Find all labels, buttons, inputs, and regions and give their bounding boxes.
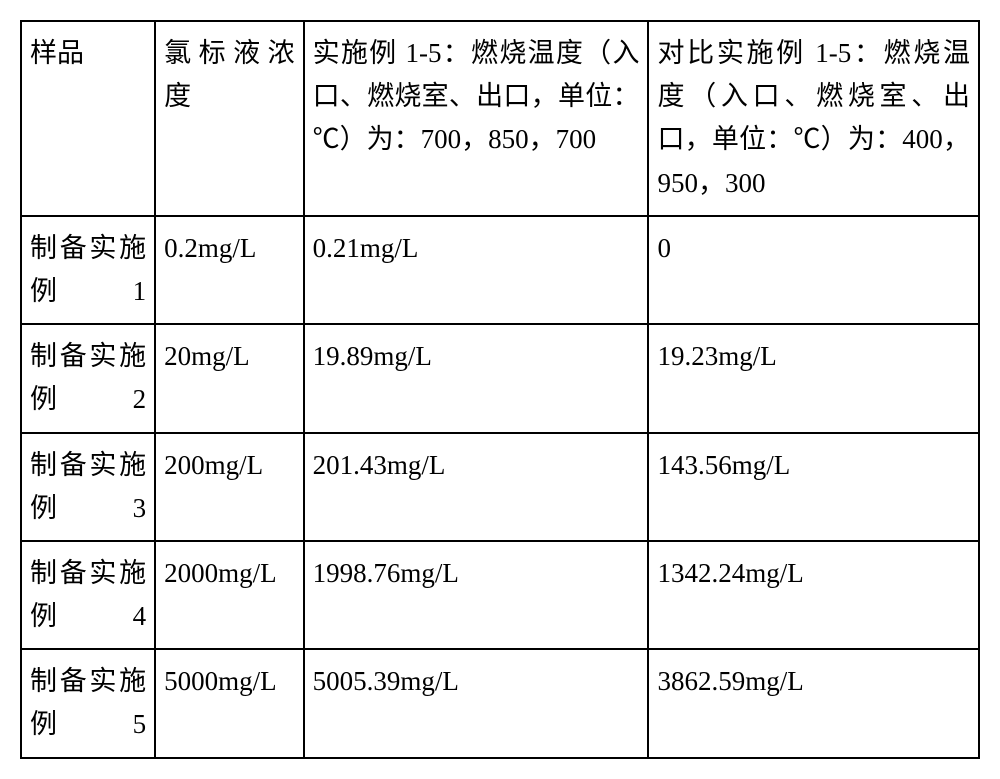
cell-result2: 19.23mg/L: [648, 324, 979, 432]
cell-concentration: 2000mg/L: [155, 541, 303, 649]
cell-result2: 143.56mg/L: [648, 433, 979, 541]
cell-sample: 制备实施例 1: [21, 216, 155, 324]
cell-concentration: 200mg/L: [155, 433, 303, 541]
cell-sample: 制备实施例 4: [21, 541, 155, 649]
header-sample: 样品: [21, 21, 155, 216]
cell-sample: 制备实施例 5: [21, 649, 155, 757]
table-header-row: 样品 氯标液浓度 实施例 1-5：燃烧温度（入口、燃烧室、出口，单位：℃）为：7…: [21, 21, 979, 216]
header-result2: 对比实施例 1-5：燃烧温度（入口、燃烧室、出口，单位：℃）为：400，950，…: [648, 21, 979, 216]
cell-result1: 19.89mg/L: [304, 324, 649, 432]
cell-sample: 制备实施例 2: [21, 324, 155, 432]
cell-result1: 5005.39mg/L: [304, 649, 649, 757]
cell-result1: 201.43mg/L: [304, 433, 649, 541]
table-row: 制备实施例 2 20mg/L 19.89mg/L 19.23mg/L: [21, 324, 979, 432]
cell-concentration: 5000mg/L: [155, 649, 303, 757]
header-concentration: 氯标液浓度: [155, 21, 303, 216]
table-row: 制备实施例 3 200mg/L 201.43mg/L 143.56mg/L: [21, 433, 979, 541]
table-row: 制备实施例 4 2000mg/L 1998.76mg/L 1342.24mg/L: [21, 541, 979, 649]
table-row: 制备实施例 5 5000mg/L 5005.39mg/L 3862.59mg/L: [21, 649, 979, 757]
data-table: 样品 氯标液浓度 实施例 1-5：燃烧温度（入口、燃烧室、出口，单位：℃）为：7…: [20, 20, 980, 759]
cell-concentration: 20mg/L: [155, 324, 303, 432]
table-row: 制备实施例 1 0.2mg/L 0.21mg/L 0: [21, 216, 979, 324]
table-container: 样品 氯标液浓度 实施例 1-5：燃烧温度（入口、燃烧室、出口，单位：℃）为：7…: [20, 20, 980, 759]
cell-result1: 0.21mg/L: [304, 216, 649, 324]
cell-sample: 制备实施例 3: [21, 433, 155, 541]
cell-concentration: 0.2mg/L: [155, 216, 303, 324]
header-result1: 实施例 1-5：燃烧温度（入口、燃烧室、出口，单位：℃）为：700，850，70…: [304, 21, 649, 216]
cell-result2: 0: [648, 216, 979, 324]
cell-result2: 3862.59mg/L: [648, 649, 979, 757]
cell-result2: 1342.24mg/L: [648, 541, 979, 649]
cell-result1: 1998.76mg/L: [304, 541, 649, 649]
